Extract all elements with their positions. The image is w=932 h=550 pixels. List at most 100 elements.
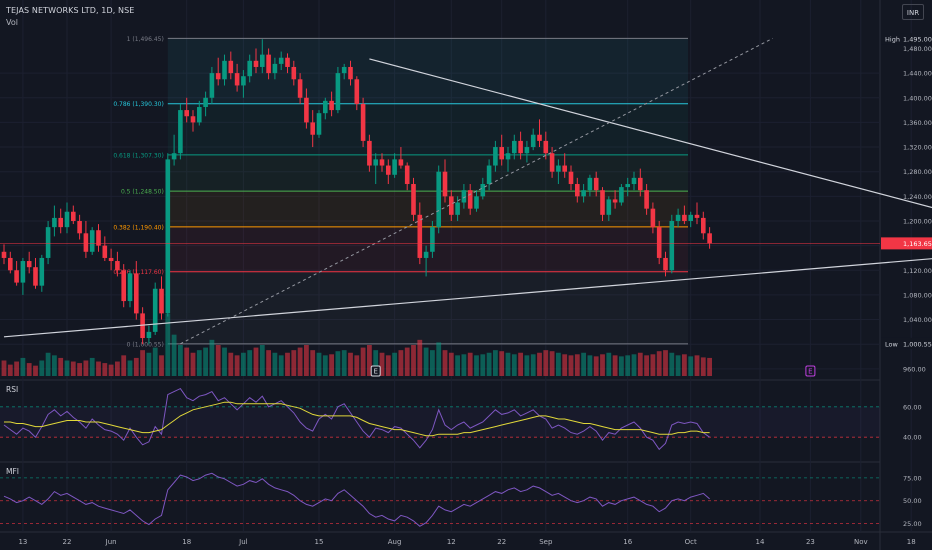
- candle-body: [102, 245, 108, 258]
- candle-body: [234, 73, 240, 86]
- candle-body: [430, 227, 435, 252]
- candle-body: [184, 110, 189, 117]
- candle-body: [108, 257, 114, 262]
- volume-bar: [675, 355, 681, 376]
- candle-body: [241, 76, 246, 86]
- trendline: [369, 58, 932, 209]
- volume-bar: [467, 352, 473, 376]
- volume-label: Vol: [6, 18, 18, 27]
- candle-body: [26, 261, 32, 268]
- trendlines[interactable]: [3, 37, 932, 345]
- time-axis[interactable]: 13 22 Jun 18 Jul 15 Aug 12 22 Sep 16 Oct 14 23 Nov 18: [18, 538, 915, 546]
- volume-bar: [398, 350, 404, 376]
- candle-body: [512, 140, 517, 154]
- candle-body: [285, 57, 290, 67]
- candle-body: [247, 60, 252, 77]
- candle-body: [52, 217, 57, 228]
- indicator-title: MFI: [6, 467, 19, 476]
- volume-bar: [33, 365, 38, 376]
- candle-body: [152, 288, 158, 332]
- volume-bar: [178, 345, 183, 376]
- candlestick-series: [1, 39, 712, 345]
- volume-bar: [121, 355, 127, 376]
- candle-body: [354, 79, 360, 104]
- candle-body: [486, 165, 492, 185]
- volume-bar: [64, 360, 70, 376]
- candle-body: [8, 257, 13, 271]
- fib-level-label: 0 (1,000.55): [127, 341, 164, 348]
- candle-body: [638, 177, 643, 191]
- volume-bar: [619, 356, 624, 376]
- volume-bar: [96, 361, 101, 376]
- volume-bar: [26, 363, 32, 376]
- volume-bar: [593, 356, 599, 376]
- candle-body: [310, 122, 315, 135]
- candle-body: [499, 147, 504, 160]
- high-value: 1,495.00: [903, 36, 932, 44]
- volume-bar: [486, 352, 492, 376]
- candle-body: [89, 230, 95, 252]
- candle-body: [96, 230, 101, 246]
- volume-bar: [493, 350, 498, 376]
- volume-bar: [203, 347, 208, 376]
- candle-body: [537, 134, 542, 141]
- indicator-line: [4, 401, 710, 437]
- currency-button[interactable]: INR: [902, 4, 924, 20]
- candle-body: [134, 273, 139, 314]
- candle-body: [329, 100, 334, 111]
- time-tick-label: 14: [756, 538, 765, 546]
- volume-bar: [133, 357, 139, 376]
- candle-body: [297, 79, 303, 98]
- volume-bar: [694, 355, 700, 376]
- candle-body: [612, 199, 618, 203]
- candle-body: [341, 66, 347, 74]
- candle-body: [455, 202, 460, 215]
- candle-body: [650, 208, 656, 228]
- candle-body: [165, 159, 171, 314]
- low-tag-bg: [881, 337, 932, 349]
- candle-body: [656, 227, 662, 258]
- candle-body: [404, 165, 410, 185]
- volume-bar: [184, 347, 190, 376]
- price-tick-label: 1,360.00: [903, 119, 932, 127]
- volume-bar: [140, 350, 145, 376]
- volume-bar: [379, 352, 385, 376]
- fibonacci-retracement[interactable]: 1 (1,496.45) 0.786 (1,390.30) 0.618 (1,307…: [113, 36, 689, 349]
- price-tick-label: 1,320.00: [903, 144, 932, 152]
- volume-bar: [83, 360, 89, 376]
- candle-body: [146, 331, 152, 339]
- symbol-title: TEJAS NETWORKS LTD, 1D, NSE: [6, 6, 135, 15]
- volume-bar: [367, 345, 372, 376]
- volume-bar: [159, 355, 164, 376]
- volume-bar: [77, 363, 82, 376]
- volume-bar: [171, 334, 177, 376]
- candle-body: [77, 220, 82, 234]
- volume-bar: [348, 352, 353, 376]
- volume-bar: [448, 352, 454, 376]
- candle-body: [83, 233, 89, 252]
- price-tick-label: 1,040.00: [903, 316, 932, 324]
- volume-bar: [329, 354, 334, 376]
- candle-body: [467, 190, 473, 209]
- earnings-marker-label: E: [808, 368, 812, 376]
- volume-bar: [1, 360, 7, 376]
- candle-body: [392, 159, 397, 175]
- candle-body: [272, 63, 278, 74]
- price-axis[interactable]: 1,480.00 1,440.00 1,400.00 1,360.00 1,320.00…: [0, 33, 932, 373]
- candle-body: [171, 153, 177, 160]
- volume-bar: [543, 350, 549, 376]
- volume-bar: [707, 357, 712, 376]
- candle-body: [215, 73, 221, 80]
- volume-bar: [310, 350, 316, 376]
- volume-bar: [335, 351, 341, 376]
- fib-level-label: 0.786 (1,390.30): [113, 101, 163, 108]
- volume-bar: [600, 354, 605, 376]
- volume-bar: [631, 354, 637, 376]
- candle-body: [323, 100, 328, 114]
- time-tick-label: 18: [182, 538, 191, 546]
- rsi-band-fill: [0, 406, 880, 438]
- volume-bar: [392, 352, 397, 376]
- fib-level-label: 0.382 (1,190.40): [113, 224, 163, 231]
